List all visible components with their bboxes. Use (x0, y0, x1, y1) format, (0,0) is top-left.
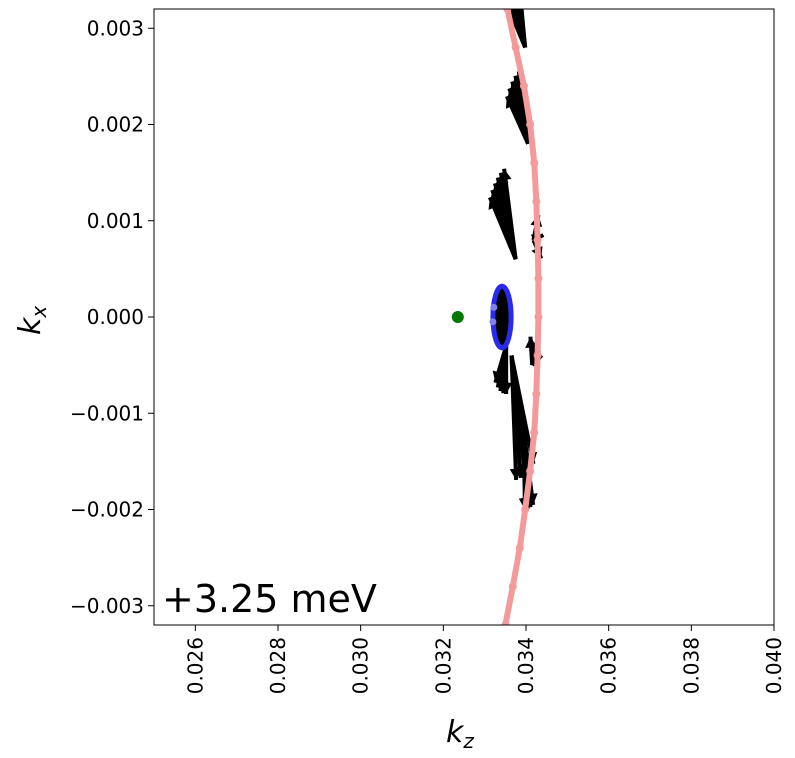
pink-curve-point (519, 82, 528, 90)
pink-curve-point (530, 159, 539, 167)
pink-curve-point (526, 467, 535, 475)
y-tick-label: −0.002 (70, 498, 144, 522)
arrow-head (488, 197, 500, 210)
pink-curve-point (501, 621, 510, 625)
pink-curve-series (501, 9, 543, 625)
x-tick-label: 0.032 (431, 637, 455, 694)
x-tick-label: 0.036 (597, 637, 621, 694)
pink-curve-point (532, 390, 541, 398)
plot-frame (153, 8, 775, 626)
x-tick-label: 0.026 (183, 637, 207, 694)
blue-ellipse (490, 283, 514, 351)
y-axis-ticks: 0.003 0.002 0.001 0.000 −0.001 −0.002 −0.003 (70, 16, 154, 618)
arrow-head (490, 190, 502, 203)
arrow-shaft (488, 196, 518, 261)
pink-curve-point (533, 351, 542, 360)
pink-curve-point (515, 544, 524, 552)
blue-ellipse-series (489, 283, 514, 351)
ellipse-point (489, 318, 497, 326)
x-tick-label: 0.030 (349, 637, 373, 694)
y-tick-label: −0.001 (70, 401, 144, 425)
plot-area (451, 9, 545, 625)
x-tick-label: 0.034 (514, 637, 538, 694)
pink-curve-point (533, 236, 542, 244)
x-axis-ticks: 0.026 0.028 0.030 0.032 0.034 0.036 0.038 0.040 (183, 625, 786, 694)
pink-curve-point (534, 313, 543, 321)
pink-curve-point (503, 9, 512, 13)
y-tick-label: 0.003 (87, 16, 144, 40)
arrow-head (525, 336, 538, 349)
x-axis-label: kz (446, 715, 474, 753)
pink-curve-point (530, 428, 539, 437)
arrow-head (507, 88, 519, 101)
x-tick-label: 0.040 (762, 637, 786, 694)
ellipse-fill (492, 286, 512, 348)
x-tick-label: 0.038 (679, 637, 703, 694)
pink-curve-point (511, 43, 520, 52)
arrow-head (505, 96, 517, 109)
y-axis-label: kx (13, 306, 51, 335)
y-tick-label: 0.002 (87, 113, 144, 137)
y-tick-label: 0.001 (87, 209, 144, 233)
pink-curve-point (508, 582, 517, 591)
ellipse-point (490, 303, 498, 311)
arrow-head (500, 383, 513, 394)
x-tick-label: 0.028 (266, 637, 290, 694)
pink-curve-point (532, 197, 541, 206)
energy-annotation: +3.25 meV (162, 577, 377, 621)
pink-curve-point (521, 505, 530, 514)
y-tick-label: 0.000 (87, 305, 144, 329)
arrow-head (509, 468, 522, 480)
green-point (451, 311, 464, 323)
arrow-shaft (509, 355, 519, 481)
y-tick-label: −0.003 (70, 594, 144, 618)
pink-curve-point (526, 120, 535, 129)
y-axis-label-group: kx (13, 306, 51, 335)
pink-curve-point (534, 274, 543, 283)
